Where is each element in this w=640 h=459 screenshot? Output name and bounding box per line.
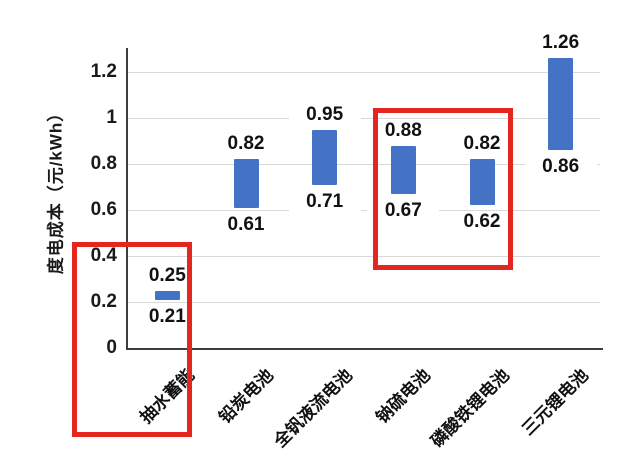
range-bar xyxy=(469,159,495,206)
bar-min-label: 0.86 xyxy=(524,156,597,178)
y-tick-label: 0.6 xyxy=(90,199,117,220)
gridline xyxy=(128,72,600,73)
y-tick-label: 0.8 xyxy=(90,153,117,174)
y-tick-label: 0.4 xyxy=(90,245,117,266)
y-tick-label: 1.2 xyxy=(90,61,117,82)
bar-min-label: 0.21 xyxy=(131,305,204,327)
bar-min-label: 0.67 xyxy=(367,199,440,221)
category-label: 铅炭电池 xyxy=(215,365,277,428)
gridline xyxy=(128,256,600,257)
bar-min-label: 0.61 xyxy=(210,213,282,235)
range-bar xyxy=(233,159,259,208)
range-bar xyxy=(390,145,416,194)
x-axis-line xyxy=(126,348,603,350)
y-tick-label: 0 xyxy=(106,337,117,358)
gridline xyxy=(128,210,600,211)
range-bar xyxy=(154,290,180,300)
y-tick-label: 1 xyxy=(106,107,117,128)
range-bar xyxy=(312,129,338,185)
bar-max-label: 1.26 xyxy=(524,32,597,54)
bar-max-label: 0.95 xyxy=(288,103,361,125)
gridline xyxy=(128,302,600,303)
gridline xyxy=(128,118,600,119)
y-tick-label: 0.2 xyxy=(90,291,117,312)
y-axis-line xyxy=(126,48,128,350)
bar-max-label: 0.82 xyxy=(446,133,518,155)
highlight-sodium-sulfur-and-lfp xyxy=(373,108,513,270)
gridline xyxy=(128,164,600,165)
range-bar xyxy=(548,58,574,151)
category-label: 三元锂电池 xyxy=(518,365,592,440)
category-label: 钠硫电池 xyxy=(372,365,435,428)
bar-min-label: 0.71 xyxy=(288,190,361,212)
bar-max-label: 0.88 xyxy=(367,119,440,141)
category-label: 磷酸铁锂电池 xyxy=(427,365,513,452)
category-label: 全钒液流电池 xyxy=(270,365,356,452)
bar-min-label: 0.62 xyxy=(446,211,518,233)
bar-max-label: 0.82 xyxy=(210,133,282,155)
bar-max-label: 0.25 xyxy=(131,264,204,286)
highlight-pumped-storage xyxy=(72,242,192,437)
y-axis-title: 度电成本（元/kWh） xyxy=(46,103,66,275)
